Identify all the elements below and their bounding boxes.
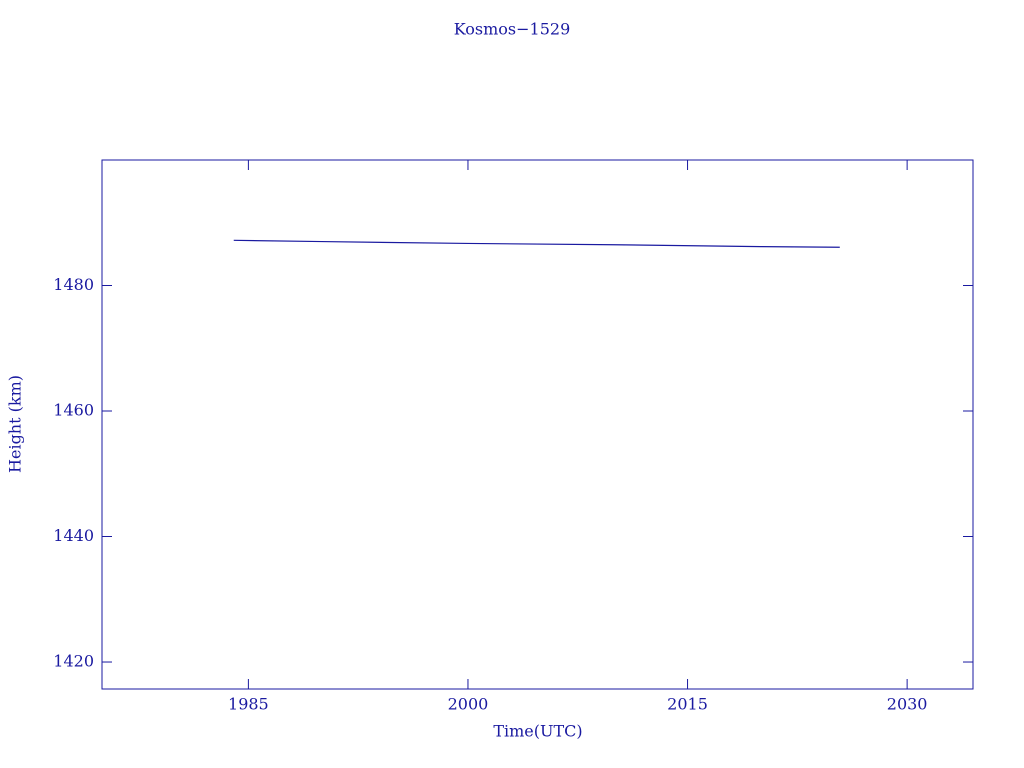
- plot-frame: [101, 159, 974, 690]
- y-tick-label: 1420: [53, 652, 94, 671]
- y-tick-label: 1480: [53, 275, 94, 294]
- y-tick-label: 1460: [53, 401, 94, 420]
- chart-title: Kosmos−1529: [454, 20, 571, 39]
- data-line: [233, 239, 840, 248]
- x-tick-label: 2030: [887, 695, 928, 714]
- x-tick-label: 2015: [667, 695, 708, 714]
- y-tick-label: 1440: [53, 526, 94, 545]
- x-tick-label: 1985: [228, 695, 269, 714]
- x-axis-label: Time(UTC): [493, 722, 582, 741]
- x-tick-label: 2000: [448, 695, 489, 714]
- y-axis-label: Height (km): [6, 375, 25, 473]
